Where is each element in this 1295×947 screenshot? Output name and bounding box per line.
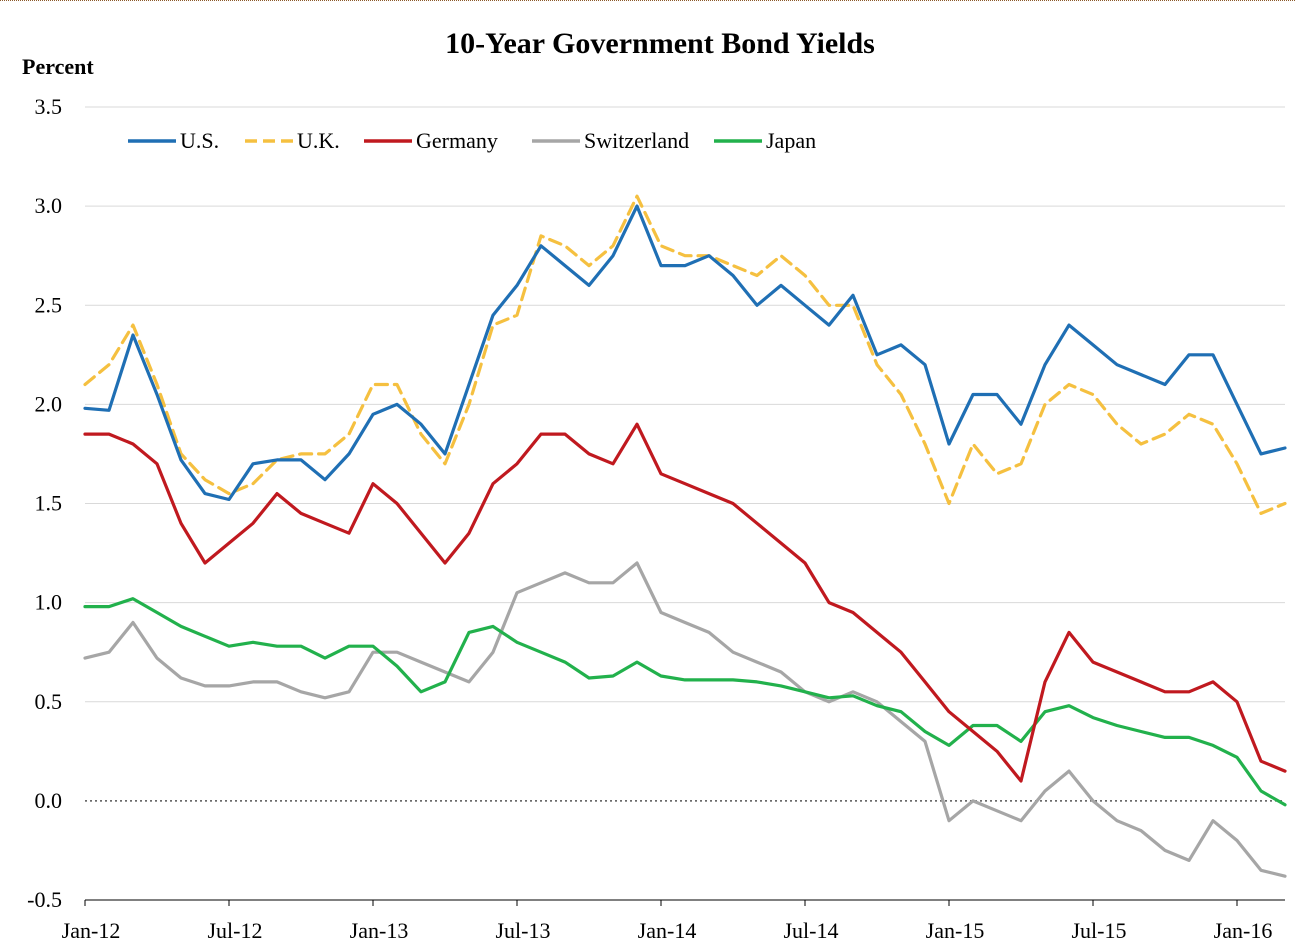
x-tick-label: Jul-14: [784, 918, 839, 943]
x-tick-labels: Jan-12 Jul-12 Jan-13 Jul-13 Jan-14 Jul-14 Jan-…: [62, 900, 1273, 943]
series-layer: [83, 194, 1287, 878]
x-tick-label: Jul-15: [1072, 918, 1127, 943]
series-line-germany: [83, 422, 1287, 783]
legend-item: U.S.: [128, 128, 219, 153]
y-axis-label: Percent: [22, 54, 94, 79]
y-tick-label: -0.5: [27, 887, 62, 912]
x-tick-label: Jan-14: [638, 918, 697, 943]
grid-layer: [85, 106, 1285, 901]
series-line-japan: [83, 597, 1287, 807]
y-tick-label: 1.0: [35, 590, 63, 615]
y-tick-label: 3.0: [35, 193, 63, 218]
legend: U.S. U.K. Germany Switzerland Japan: [128, 128, 816, 153]
legend-item: U.K.: [245, 128, 340, 153]
x-tick-label: Jul-12: [208, 918, 263, 943]
legend-label: Germany: [416, 128, 498, 153]
legend-label: U.K.: [297, 128, 340, 153]
series-line-switzerland: [83, 561, 1287, 878]
series-line-uk: [83, 194, 1287, 516]
legend-item: Japan: [714, 128, 816, 153]
legend-item: Germany: [364, 128, 498, 153]
series-line-us: [83, 204, 1287, 502]
y-tick-label: 1.5: [35, 491, 63, 516]
top-border: [0, 0, 1295, 1]
y-tick-labels: 3.5 3.0 2.5 2.0 1.5 1.0 0.5 0.0 -0.5: [27, 94, 62, 912]
legend-item: Switzerland: [532, 128, 689, 153]
chart-title: 10-Year Government Bond Yields: [445, 27, 875, 60]
legend-label: Switzerland: [584, 128, 689, 153]
legend-label: U.S.: [180, 128, 219, 153]
y-tick-label: 3.5: [35, 94, 63, 119]
y-tick-label: 2.0: [35, 391, 63, 416]
x-tick-label: Jul-13: [496, 918, 551, 943]
y-tick-label: 2.5: [35, 292, 63, 317]
legend-label: Japan: [766, 128, 816, 153]
y-tick-label: 0.0: [35, 788, 63, 813]
x-tick-label: Jan-15: [926, 918, 985, 943]
x-tick-label: Jan-16: [1214, 918, 1273, 943]
x-tick-label: Jan-12: [62, 918, 121, 943]
x-tick-label: Jan-13: [350, 918, 409, 943]
y-tick-label: 0.5: [35, 689, 63, 714]
